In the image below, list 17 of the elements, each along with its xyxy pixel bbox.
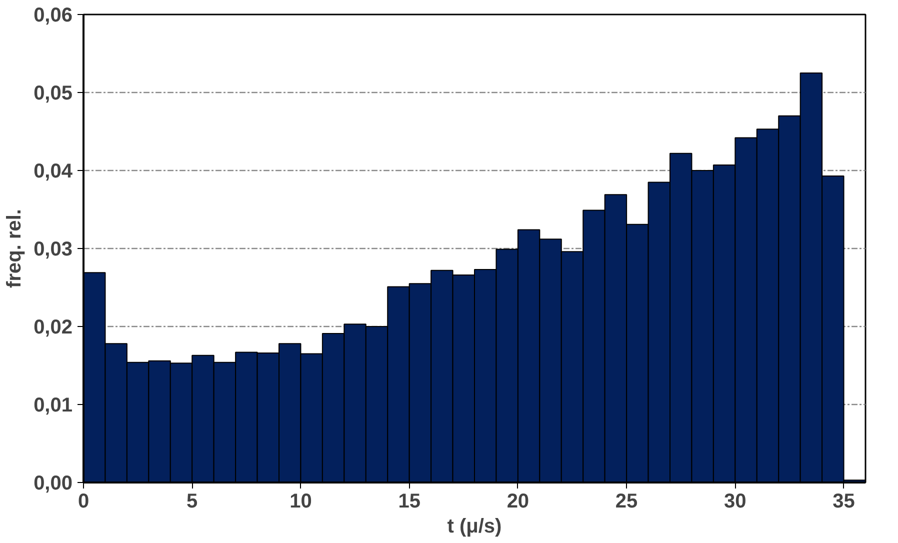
- y-axis-title: freq. rel.: [4, 209, 26, 288]
- x-tick-label: 20: [506, 490, 530, 512]
- y-tick-label: 0,05: [34, 82, 73, 104]
- x-tick-label: 10: [290, 490, 312, 512]
- y-tick-label: 0,06: [34, 4, 73, 26]
- x-tick-label: 30: [724, 490, 746, 512]
- x-axis-title: t (μ/s): [447, 516, 502, 538]
- y-tick-label: 0,04: [34, 160, 74, 182]
- x-tick-label: 25: [615, 490, 638, 512]
- x-tick-label: 15: [398, 490, 420, 512]
- x-tick-label: 5: [186, 490, 198, 512]
- y-tick-label: 0,01: [34, 394, 73, 416]
- y-tick-label: 0,02: [34, 316, 73, 338]
- x-tick-label: 35: [832, 490, 855, 512]
- y-tick-label: 0,03: [34, 238, 73, 260]
- y-tick-label: 0,00: [34, 472, 73, 494]
- x-tick-label: 0: [78, 490, 90, 512]
